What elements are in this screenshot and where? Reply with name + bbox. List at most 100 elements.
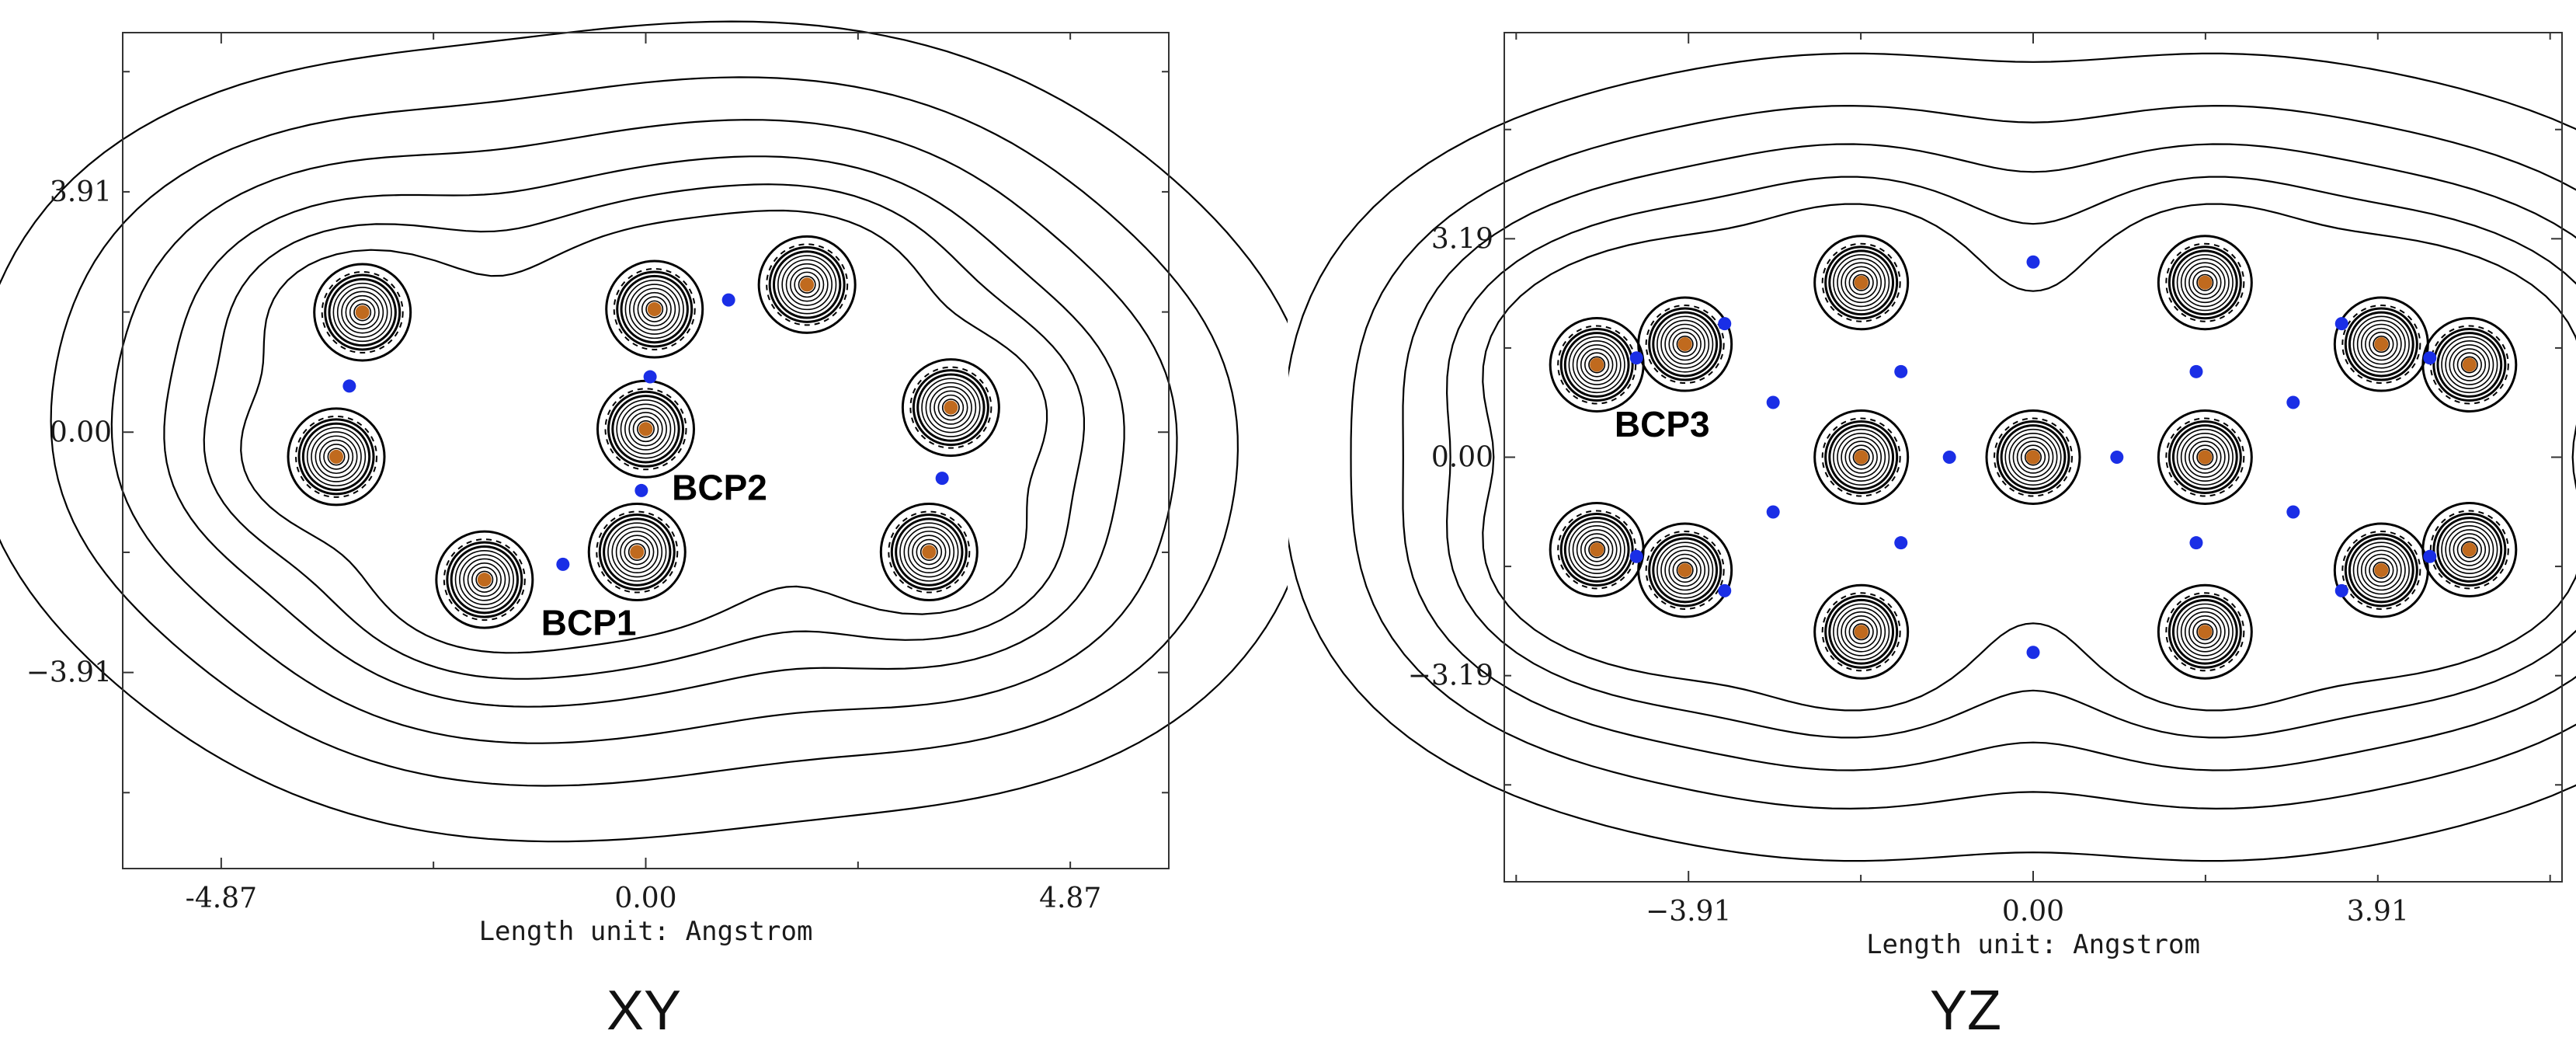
atom-inner-ring [2196,273,2214,291]
atom-inner-ring [1559,512,1634,587]
plot-area: -4.87 0.00 4.87 3.91 0.00 −3.91 Length unit: A… [0,20,1288,947]
atom-inner-ring [2456,352,2482,378]
atom-outer-ring [2157,409,2253,505]
atom-inner-ring [641,296,668,322]
atom-inner-ring [2176,603,2234,660]
atom-inner-ring [1676,336,1694,353]
bcp-point-3 [634,483,648,497]
atom-8 [879,503,979,602]
atom-inner-ring [1576,344,1618,385]
atom-inner-ring [628,412,663,447]
atom-inner-ring [2365,327,2398,361]
atom-dashed-ring [2429,325,2509,405]
atom-inner-ring [2012,437,2054,478]
x-tick-label: -4.87 [186,883,257,914]
atom-inner-ring [1584,537,1610,562]
atom-inner-ring [301,422,371,492]
atom-dashed-ring [1821,592,1901,672]
atom-inner-ring [1664,549,1706,591]
atom-inner-ring [311,431,362,482]
y-tick-label: −3.19 [1408,660,1493,692]
atom-inner-ring [463,558,506,601]
envelope-contour-0 [0,20,1288,843]
atom-inner-ring [2004,428,2062,486]
atom-inner-ring [633,287,676,331]
nucleus-point [1590,542,1604,557]
atom-inner-ring [620,274,689,344]
xy-caption: XY [606,980,682,1042]
atom-inner-ring [912,534,947,569]
envelope-contour-0 [1288,52,2576,862]
atom-outer-ring [287,407,386,507]
atom-inner-ring [607,390,684,468]
atom-inner-ring [2171,598,2238,665]
bcp-point-1 [556,557,570,571]
atom-inner-ring [627,543,646,562]
atom-outer-ring [1985,409,2081,505]
atom-inner-ring [349,299,376,326]
atom-inner-ring [1588,356,1606,374]
nucleus-point [329,449,344,464]
x-tick-label: 4.87 [1039,883,1101,914]
nucleus-point [800,277,815,292]
envelope-contour-3 [1445,176,2576,739]
plot-frame [122,32,1170,869]
atom-inner-ring [2348,311,2414,378]
atom-inner-ring [2453,533,2487,566]
atom-inner-ring [1563,332,1630,398]
atom-inner-ring [1848,270,1874,295]
atom-outer-ring [901,358,1000,458]
atom-inner-ring [916,538,943,566]
atom-inner-ring [2360,549,2402,591]
atom-inner-ring [315,435,358,479]
atom-inner-ring [1648,307,1723,381]
atom-inner-ring [941,399,960,417]
atom-inner-ring [772,250,842,319]
atom-inner-ring [1844,615,1878,649]
y-tick-label: 3.91 [50,176,112,208]
atom-inner-ring [327,447,346,466]
atom-inner-ring [1844,440,1878,474]
atom-inner-ring [2171,249,2238,316]
atom-inner-ring [324,273,402,351]
bcp-annotation: BCP1 [541,602,637,642]
atom-inner-ring [2188,440,2222,474]
atom-inner-ring [1672,557,1698,583]
atom-inner-ring [798,275,816,294]
atom-inner-ring [603,517,672,587]
atom-outer-ring [2421,501,2518,597]
atom-dashed-ring [1821,417,1901,497]
atom-inner-ring [616,399,676,459]
atom-inner-ring [2176,428,2234,486]
atom-inner-ring [912,369,989,447]
bcp-point-0 [342,379,356,393]
atom-dashed-ring [1645,305,1725,385]
atom-inner-ring [2192,270,2218,295]
atom-inner-ring [1652,537,1719,604]
atom-inner-ring [2184,437,2226,478]
atom-inner-ring [1568,521,1625,579]
atom-inner-ring [785,263,829,306]
atom-dashed-ring [2429,510,2509,590]
atom-inner-ring [1841,262,1882,304]
bcp-point-8 [1766,395,1780,409]
tick-marks [1504,33,2562,882]
atom-dashed-ring [2165,417,2245,497]
envelope-contour-3 [163,155,1125,708]
x-tick-label: 3.91 [2347,896,2409,928]
bcp-point-3 [2334,317,2348,331]
atom-inner-ring [1572,340,1622,389]
bcp-point-4 [1629,351,1643,365]
atom-4 [1813,409,1910,505]
atom-inner-ring [2180,433,2230,482]
bcp-point-16 [1629,549,1643,563]
atom-outer-ring [435,530,534,629]
atom-outer-ring [2421,317,2518,413]
atom-inner-ring [2460,356,2478,374]
atom-inner-ring [323,444,349,470]
atom-inner-ring [318,439,354,475]
atom-inner-ring [2188,615,2222,649]
atom-inner-ring [332,282,392,343]
atom-inner-ring [2196,623,2214,641]
atom-inner-ring [899,522,959,582]
